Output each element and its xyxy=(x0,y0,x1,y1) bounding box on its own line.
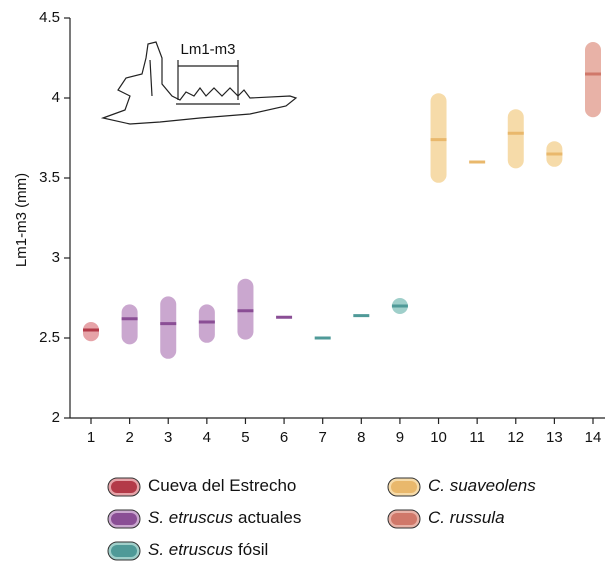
annotation: Lm1-m3 xyxy=(180,41,235,58)
y-tick-label: 4.5 xyxy=(39,9,60,26)
y-tick-label: 3 xyxy=(52,249,60,266)
x-tick-label: 8 xyxy=(357,429,365,446)
legend-label-italic: S. etruscus xyxy=(148,540,234,559)
range-bar xyxy=(508,109,524,168)
legend-label-italic: C. suaveolens xyxy=(428,476,536,495)
chart: Lm1-m3 (mm) Lm1-m3 22.533.544.5123456789… xyxy=(0,0,611,562)
legend-label-text: fósil xyxy=(238,540,268,559)
legend-swatch-core xyxy=(111,545,137,557)
y-tick-label: 2.5 xyxy=(39,329,60,346)
x-tick-label: 10 xyxy=(430,429,447,446)
x-tick-label: 3 xyxy=(164,429,172,446)
y-tick-label: 4 xyxy=(52,89,60,106)
y-tick-label: 3.5 xyxy=(39,169,60,186)
range-bar xyxy=(431,93,447,183)
legend-label-text: actuales xyxy=(238,508,301,527)
x-tick-label: 2 xyxy=(125,429,133,446)
legend-swatch-core xyxy=(111,513,137,525)
x-tick-label: 6 xyxy=(280,429,288,446)
legend-swatch-core xyxy=(391,513,417,525)
x-tick-label: 4 xyxy=(203,429,211,446)
range-bar xyxy=(237,279,253,340)
x-tick-label: 13 xyxy=(546,429,563,446)
range-bar xyxy=(585,42,601,117)
x-tick-label: 7 xyxy=(319,429,327,446)
x-tick-label: 12 xyxy=(507,429,524,446)
y-axis-label: Lm1-m3 (mm) xyxy=(13,173,30,267)
x-tick-label: 9 xyxy=(396,429,404,446)
y-tick-label: 2 xyxy=(52,409,60,426)
legend-swatch-core xyxy=(111,481,137,493)
range-bar xyxy=(83,322,99,341)
x-tick-label: 5 xyxy=(241,429,249,446)
range-bar xyxy=(199,304,215,342)
legend-label-text: Cueva del Estrecho xyxy=(148,476,296,495)
x-tick-label: 11 xyxy=(469,429,485,446)
range-bar xyxy=(160,296,176,358)
legend-label: C. russula xyxy=(428,508,505,527)
x-tick-label: 1 xyxy=(87,429,95,446)
legend-label: C. suaveolens xyxy=(428,476,536,495)
legend-label-italic: C. russula xyxy=(428,508,505,527)
range-bar xyxy=(122,304,138,344)
legend-label-italic: S. etruscus xyxy=(148,508,234,527)
legend-label: Cueva del Estrecho xyxy=(148,476,296,495)
legend-swatch-core xyxy=(391,481,417,493)
x-tick-label: 14 xyxy=(585,429,602,446)
